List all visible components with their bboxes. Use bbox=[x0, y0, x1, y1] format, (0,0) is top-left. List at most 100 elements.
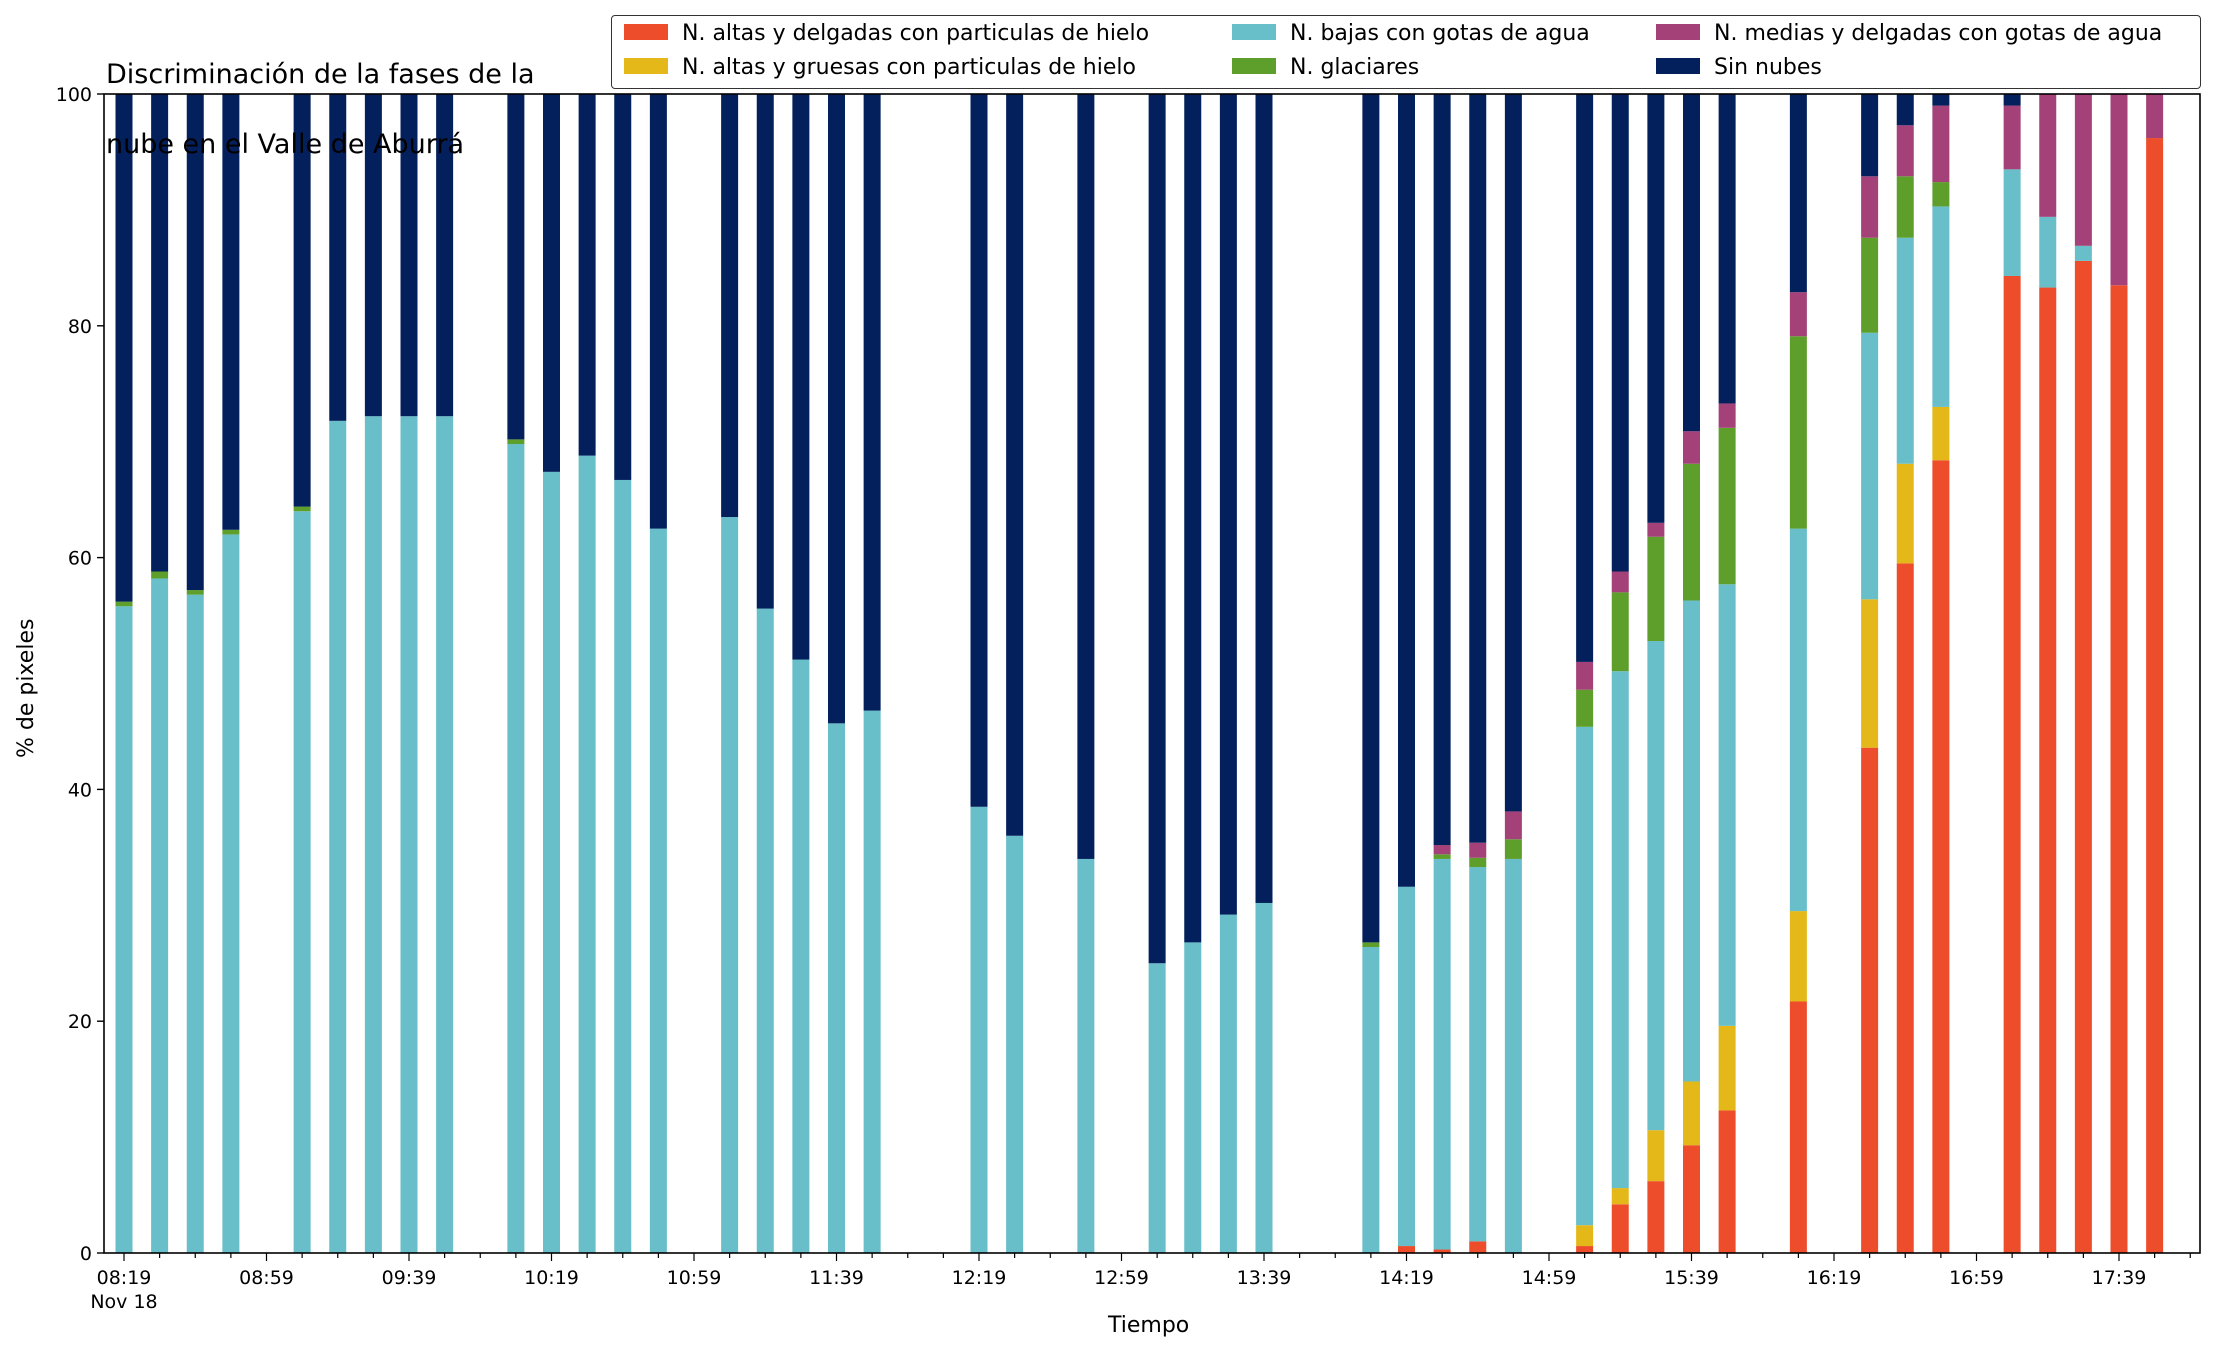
bar-segment-27-0 bbox=[1398, 1246, 1415, 1253]
bar-segment-31-1 bbox=[1576, 1225, 1594, 1247]
legend-item-altas-delgadas: N. altas y delgadas con particulas de hi… bbox=[624, 19, 1149, 49]
bar-segment-26-3 bbox=[1362, 942, 1380, 948]
bar-segment-34-4 bbox=[1683, 431, 1700, 464]
bar-segment-0-2 bbox=[115, 606, 133, 1253]
bar-segment-32-2 bbox=[1611, 671, 1629, 1189]
bars-group bbox=[115, 94, 2164, 1254]
bar-segment-33-0 bbox=[1647, 1181, 1665, 1253]
bar-segment-41-4 bbox=[2039, 94, 2057, 217]
bar-segment-33-4 bbox=[1647, 522, 1665, 537]
bar-segment-29-3 bbox=[1469, 857, 1487, 868]
x-tick-label: 10:19 bbox=[524, 1267, 579, 1289]
bar-segment-19-2 bbox=[970, 806, 988, 1253]
chart-title-line-2: nube en el Valle de Aburrá bbox=[106, 129, 465, 160]
legend-swatch bbox=[1656, 24, 1700, 40]
bar-segment-31-0 bbox=[1576, 1246, 1594, 1253]
bar-segment-26-2 bbox=[1362, 947, 1380, 1253]
bar-segment-35-4 bbox=[1718, 403, 1736, 428]
x-tick-label: 14:59 bbox=[1522, 1267, 1577, 1289]
legend-label: Sin nubes bbox=[1714, 55, 1822, 80]
bar-segment-28-4 bbox=[1433, 845, 1451, 855]
legend-swatch bbox=[1656, 58, 1700, 74]
bar-segment-31-2 bbox=[1576, 726, 1594, 1226]
x-tick-label: 11:39 bbox=[809, 1267, 864, 1289]
bar-segment-13-2 bbox=[649, 528, 667, 1253]
x-tick-label: 14:19 bbox=[1379, 1267, 1434, 1289]
bar-segment-35-1 bbox=[1718, 1025, 1736, 1111]
bar-segment-34-5 bbox=[1683, 94, 1700, 432]
legend-label: N. medias y delgadas con gotas de agua bbox=[1714, 21, 2163, 46]
y-tick-label: 100 bbox=[56, 84, 92, 106]
bar-segment-26-5 bbox=[1362, 94, 1380, 943]
bar-segment-3-2 bbox=[222, 534, 240, 1253]
legend-swatch bbox=[624, 58, 668, 74]
bar-segment-37-1 bbox=[1861, 599, 1879, 748]
bar-segment-29-5 bbox=[1469, 94, 1487, 843]
bar-segment-31-3 bbox=[1576, 689, 1594, 727]
bar-segment-37-4 bbox=[1861, 176, 1879, 238]
bar-segment-6-5 bbox=[364, 94, 382, 417]
bar-segment-2-5 bbox=[186, 94, 204, 591]
bar-segment-3-3 bbox=[222, 529, 240, 535]
bar-segment-42-0 bbox=[2074, 260, 2092, 1253]
bar-segment-32-5 bbox=[1611, 94, 1629, 572]
bar-segment-25-5 bbox=[1255, 94, 1273, 903]
bar-segment-29-4 bbox=[1469, 842, 1487, 858]
bar-segment-1-2 bbox=[151, 578, 169, 1253]
bar-segment-38-1 bbox=[1896, 463, 1914, 564]
legend-item-glaciares: N. glaciares bbox=[1232, 53, 1419, 83]
bar-segment-10-5 bbox=[543, 94, 560, 472]
y-tick-label: 60 bbox=[68, 548, 92, 570]
bar-segment-23-2 bbox=[1184, 942, 1202, 1253]
bar-segment-44-0 bbox=[2146, 138, 2164, 1254]
bar-segment-21-5 bbox=[1077, 94, 1095, 859]
bar-segment-32-3 bbox=[1611, 592, 1629, 672]
bar-segment-21-2 bbox=[1077, 858, 1095, 1253]
bar-segment-38-5 bbox=[1896, 94, 1914, 126]
legend-label: N. glaciares bbox=[1290, 55, 1420, 80]
bar-segment-0-5 bbox=[115, 94, 133, 602]
y-tick-label: 20 bbox=[68, 1011, 92, 1033]
bar-segment-37-2 bbox=[1861, 332, 1879, 600]
legend-item-medias-delgadas: N. medias y delgadas con gotas de agua bbox=[1656, 19, 2162, 49]
bar-segment-9-5 bbox=[507, 94, 525, 440]
bar-segment-36-2 bbox=[1789, 528, 1807, 912]
y-axis-ticks: 0 20 40 60 80 100 bbox=[56, 84, 104, 1265]
bar-segment-36-1 bbox=[1789, 911, 1807, 1002]
bar-segment-39-3 bbox=[1932, 182, 1950, 207]
bar-segment-29-0 bbox=[1469, 1241, 1487, 1253]
bar-segment-13-5 bbox=[649, 94, 667, 529]
bar-segment-39-2 bbox=[1932, 206, 1950, 407]
bar-segment-17-5 bbox=[828, 94, 845, 724]
bar-segment-4-3 bbox=[293, 506, 311, 512]
bar-segment-0-3 bbox=[115, 601, 133, 607]
bar-segment-32-1 bbox=[1611, 1188, 1629, 1205]
bar-segment-33-5 bbox=[1647, 94, 1665, 523]
bar-segment-36-5 bbox=[1789, 94, 1807, 293]
bar-segment-1-5 bbox=[151, 94, 169, 572]
x-tick-label: 12:59 bbox=[1094, 1267, 1149, 1289]
x-axis-label: Tiempo bbox=[1108, 1313, 1190, 1338]
x-tick-label: 16:59 bbox=[1949, 1267, 2004, 1289]
bar-segment-16-5 bbox=[792, 94, 810, 660]
bar-segment-39-4 bbox=[1932, 105, 1950, 183]
bar-segment-40-0 bbox=[2003, 275, 2021, 1253]
bar-segment-11-2 bbox=[578, 455, 596, 1253]
bar-segment-35-0 bbox=[1718, 1110, 1736, 1253]
bar-segment-30-4 bbox=[1504, 811, 1522, 840]
bar-segment-30-2 bbox=[1504, 858, 1522, 1253]
bar-segment-40-5 bbox=[2003, 94, 2021, 106]
bar-segment-34-2 bbox=[1683, 600, 1700, 1082]
bar-segment-20-5 bbox=[1006, 94, 1024, 836]
x-tick-label: 08:59 bbox=[239, 1267, 294, 1289]
bar-segment-29-2 bbox=[1469, 867, 1487, 1242]
bar-segment-41-0 bbox=[2039, 287, 2057, 1254]
bar-segment-33-1 bbox=[1647, 1130, 1665, 1182]
x-tick-label: 13:39 bbox=[1237, 1267, 1292, 1289]
bar-segment-32-0 bbox=[1611, 1204, 1629, 1253]
bar-segment-38-2 bbox=[1896, 237, 1914, 464]
legend-label: N. altas y gruesas con particulas de hie… bbox=[682, 55, 1136, 80]
bar-segment-37-0 bbox=[1861, 747, 1879, 1253]
bar-segment-34-0 bbox=[1683, 1145, 1700, 1253]
